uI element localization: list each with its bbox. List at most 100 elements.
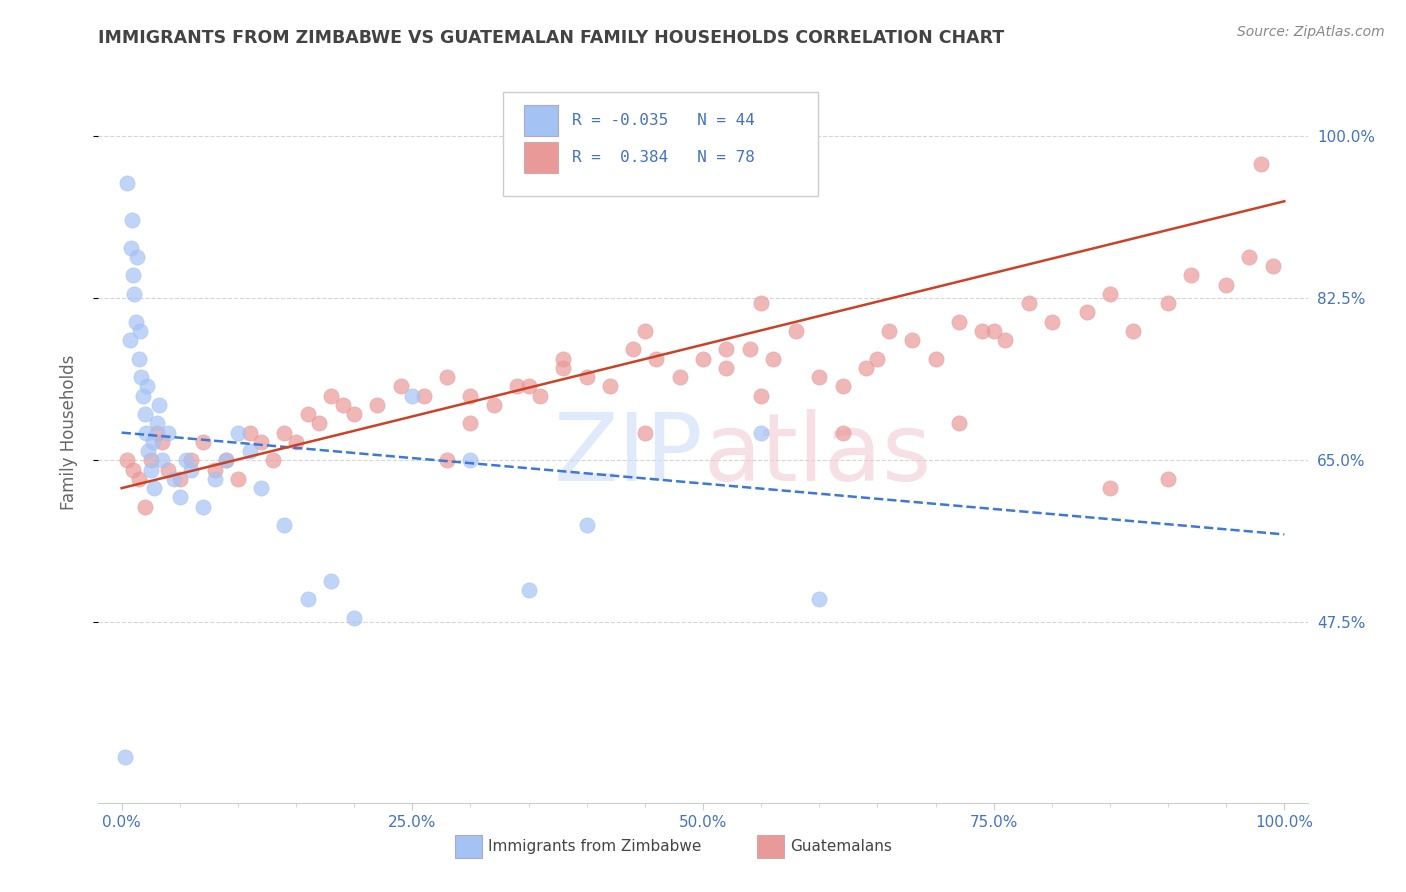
- Point: [239, 444, 262, 458]
- Point: [1239, 250, 1261, 264]
- Point: [436, 370, 458, 384]
- Point: [273, 425, 295, 440]
- Point: [831, 425, 853, 440]
- Point: [517, 379, 540, 393]
- Point: [131, 370, 153, 384]
- Point: [877, 324, 900, 338]
- Text: Immigrants from Zimbabwe: Immigrants from Zimbabwe: [488, 839, 702, 854]
- Text: Source: ZipAtlas.com: Source: ZipAtlas.com: [1237, 25, 1385, 39]
- Point: [215, 453, 238, 467]
- Point: [125, 250, 148, 264]
- Point: [157, 462, 180, 476]
- Point: [250, 481, 273, 495]
- Bar: [524, 143, 558, 173]
- Point: [134, 407, 156, 421]
- Point: [366, 398, 388, 412]
- Point: [645, 351, 668, 366]
- Point: [970, 324, 993, 338]
- Point: [575, 518, 598, 533]
- Point: [343, 407, 366, 421]
- Point: [143, 481, 166, 495]
- Point: [117, 176, 139, 190]
- Point: [114, 749, 136, 764]
- Point: [129, 324, 152, 338]
- Point: [994, 333, 1017, 347]
- Point: [866, 351, 889, 366]
- Point: [924, 351, 946, 366]
- Point: [749, 296, 772, 310]
- Point: [118, 333, 141, 347]
- Point: [142, 434, 165, 449]
- Point: [460, 453, 482, 467]
- Point: [1261, 259, 1284, 273]
- Point: [529, 388, 551, 402]
- Point: [634, 324, 657, 338]
- Text: ZIP: ZIP: [554, 409, 703, 500]
- Point: [226, 472, 249, 486]
- Point: [1098, 481, 1121, 495]
- Point: [389, 379, 412, 393]
- Point: [215, 453, 238, 467]
- Point: [1157, 472, 1180, 486]
- Point: [983, 324, 1005, 338]
- Text: R = -0.035   N = 44: R = -0.035 N = 44: [572, 112, 755, 128]
- Point: [575, 370, 598, 384]
- Point: [122, 462, 145, 476]
- Point: [413, 388, 436, 402]
- Point: [262, 453, 284, 467]
- Point: [621, 343, 644, 357]
- Point: [157, 425, 180, 440]
- Point: [1098, 286, 1121, 301]
- Point: [634, 425, 657, 440]
- Y-axis label: Family Households: Family Households: [59, 355, 77, 510]
- Point: [136, 379, 159, 393]
- Point: [1122, 324, 1144, 338]
- Point: [180, 453, 202, 467]
- Point: [150, 453, 173, 467]
- Text: IMMIGRANTS FROM ZIMBABWE VS GUATEMALAN FAMILY HOUSEHOLDS CORRELATION CHART: IMMIGRANTS FROM ZIMBABWE VS GUATEMALAN F…: [98, 29, 1005, 47]
- Point: [716, 360, 738, 375]
- Point: [285, 434, 308, 449]
- Point: [901, 333, 924, 347]
- Point: [163, 472, 186, 486]
- Point: [128, 351, 150, 366]
- Point: [150, 434, 173, 449]
- FancyBboxPatch shape: [503, 92, 818, 195]
- Point: [226, 425, 249, 440]
- Point: [1250, 157, 1272, 171]
- Point: [808, 370, 831, 384]
- Point: [145, 425, 167, 440]
- Point: [180, 462, 202, 476]
- Point: [948, 315, 970, 329]
- Point: [482, 398, 505, 412]
- Point: [948, 417, 970, 431]
- Point: [169, 472, 191, 486]
- Point: [148, 398, 170, 412]
- Point: [308, 417, 330, 431]
- Point: [131, 388, 153, 402]
- Point: [1018, 296, 1040, 310]
- Bar: [456, 835, 482, 858]
- Point: [553, 351, 575, 366]
- Point: [855, 360, 877, 375]
- Point: [319, 388, 342, 402]
- Text: R =  0.384   N = 78: R = 0.384 N = 78: [572, 150, 755, 165]
- Point: [460, 417, 482, 431]
- Point: [139, 462, 162, 476]
- Point: [124, 315, 146, 329]
- Point: [273, 518, 295, 533]
- Bar: [758, 835, 785, 858]
- Point: [762, 351, 785, 366]
- Bar: [524, 105, 558, 136]
- Point: [599, 379, 621, 393]
- Text: atlas: atlas: [703, 409, 931, 500]
- Point: [169, 491, 191, 505]
- Point: [831, 379, 853, 393]
- Point: [553, 360, 575, 375]
- Point: [1157, 296, 1180, 310]
- Point: [401, 388, 423, 402]
- Point: [749, 425, 772, 440]
- Point: [668, 370, 690, 384]
- Point: [239, 425, 262, 440]
- Text: Guatemalans: Guatemalans: [790, 839, 891, 854]
